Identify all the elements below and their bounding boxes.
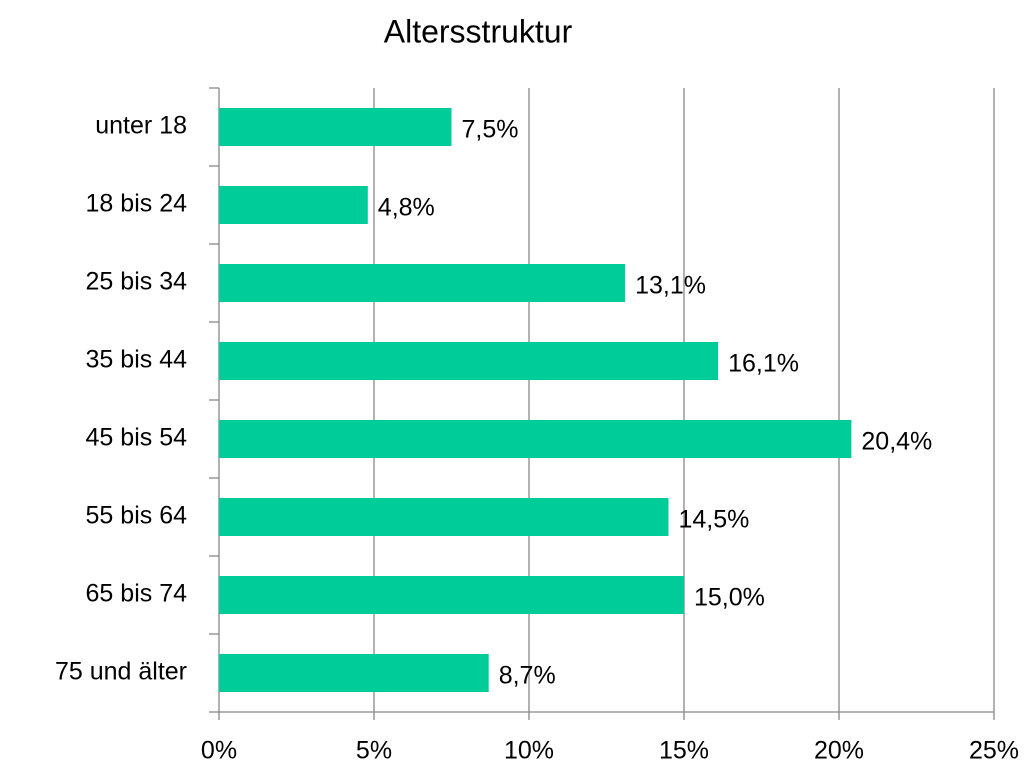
x-tick-label: 10%: [504, 737, 554, 765]
y-tick-label: 45 bis 54: [86, 424, 188, 452]
data-label: 20,4%: [861, 428, 932, 456]
bar: [219, 420, 852, 458]
y-tick-label: unter 18: [95, 112, 187, 140]
data-label: 14,5%: [679, 506, 750, 534]
bar: [219, 108, 452, 146]
bar: [219, 264, 626, 302]
bar: [219, 576, 684, 614]
x-tick-label: 5%: [356, 737, 392, 765]
y-tick-label: 18 bis 24: [86, 190, 188, 218]
x-tick-label: 20%: [814, 737, 864, 765]
bar: [219, 186, 368, 224]
chart-title: Altersstruktur: [384, 13, 573, 49]
y-tick-label: 35 bis 44: [86, 346, 188, 374]
data-label: 7,5%: [462, 116, 519, 144]
x-tick-label: 0%: [201, 737, 237, 765]
data-label: 4,8%: [378, 194, 435, 222]
bar: [219, 654, 489, 692]
y-tick-label: 65 bis 74: [86, 580, 188, 608]
x-tick-label: 25%: [969, 737, 1019, 765]
data-label: 15,0%: [694, 584, 765, 612]
data-label: 16,1%: [728, 350, 799, 378]
y-tick-label: 55 bis 64: [86, 502, 188, 530]
bar: [219, 342, 719, 380]
data-label: 8,7%: [499, 662, 556, 690]
bar: [219, 498, 669, 536]
x-tick-label: 15%: [659, 737, 709, 765]
y-tick-label: 25 bis 34: [86, 268, 188, 296]
data-label: 13,1%: [635, 272, 706, 300]
y-tick-label: 75 und älter: [55, 658, 187, 686]
